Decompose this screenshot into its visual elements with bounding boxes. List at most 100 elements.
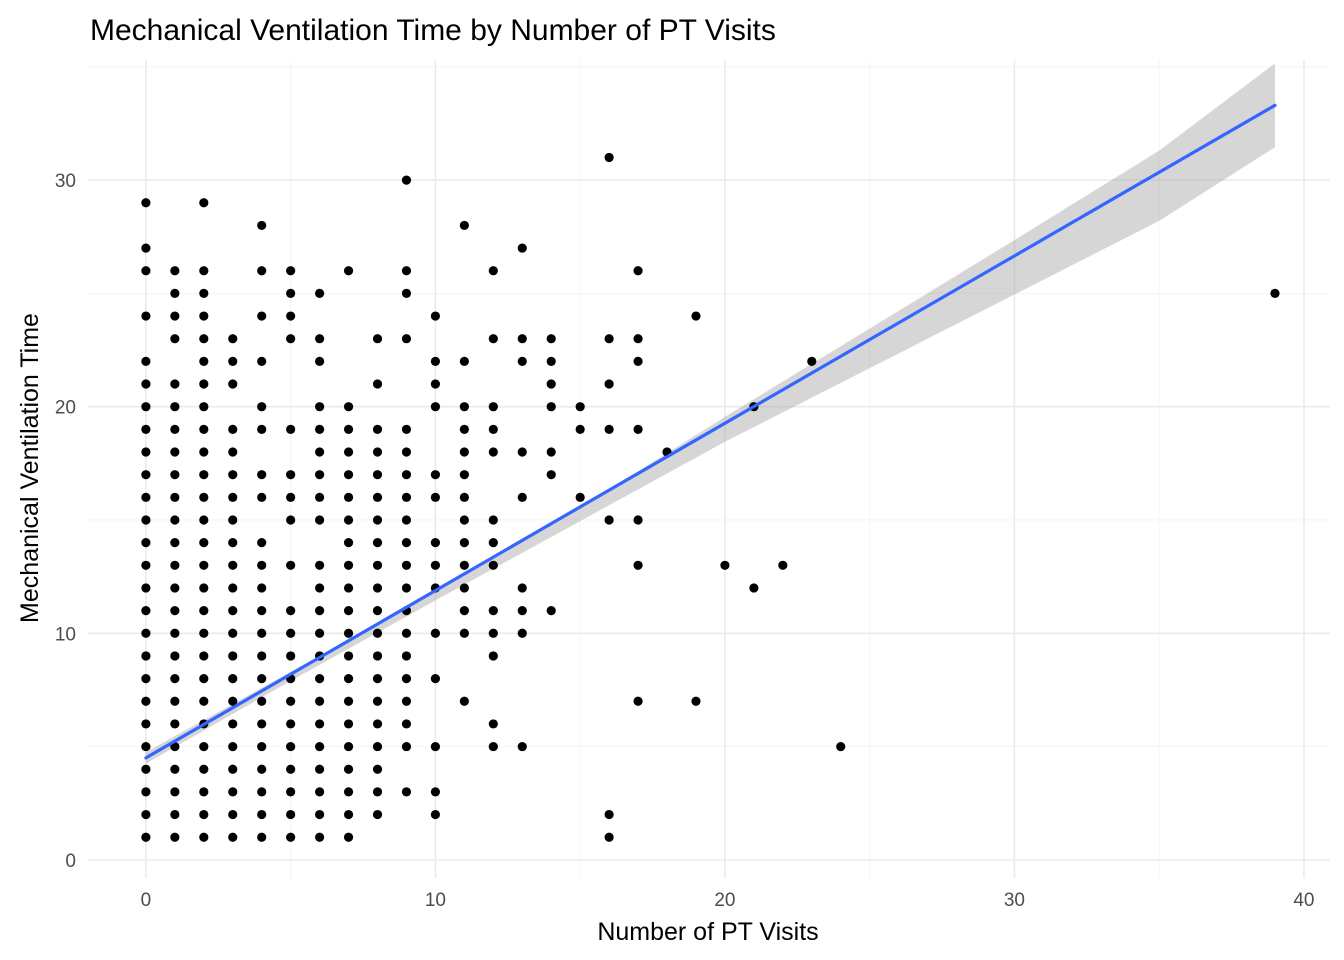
data-point bbox=[372, 538, 383, 548]
data-point bbox=[170, 379, 180, 389]
data-point bbox=[633, 424, 643, 434]
data-point bbox=[199, 741, 209, 752]
data-point bbox=[401, 787, 412, 797]
data-point bbox=[459, 424, 469, 434]
chart-title: Mechanical Ventilation Time by Number of… bbox=[90, 14, 776, 47]
data-point bbox=[604, 832, 614, 842]
data-point bbox=[199, 402, 209, 412]
data-point bbox=[343, 719, 354, 729]
data-point bbox=[343, 402, 354, 412]
data-point bbox=[430, 809, 441, 820]
data-point bbox=[343, 470, 354, 480]
data-point bbox=[546, 379, 556, 389]
x-tick-label: 10 bbox=[425, 890, 446, 911]
data-point bbox=[170, 538, 180, 548]
data-point bbox=[488, 719, 498, 729]
data-point bbox=[430, 492, 441, 502]
data-point bbox=[488, 628, 498, 638]
data-point bbox=[401, 719, 412, 729]
data-point bbox=[633, 696, 643, 706]
data-point bbox=[286, 628, 296, 638]
data-point bbox=[286, 696, 296, 706]
data-point bbox=[488, 424, 498, 434]
data-point bbox=[228, 356, 238, 366]
data-point bbox=[401, 470, 412, 480]
data-point bbox=[170, 606, 180, 616]
data-point bbox=[372, 651, 383, 661]
data-point bbox=[228, 764, 238, 774]
data-point bbox=[372, 334, 383, 344]
y-axis-ticks: 0 10 20 30 bbox=[55, 171, 76, 872]
data-point bbox=[257, 424, 267, 434]
data-point bbox=[401, 288, 412, 298]
data-point bbox=[199, 583, 209, 593]
data-point bbox=[401, 515, 412, 525]
data-point bbox=[286, 311, 296, 321]
data-point bbox=[488, 515, 498, 525]
data-point bbox=[286, 334, 296, 344]
data-point bbox=[372, 515, 383, 525]
data-point bbox=[170, 402, 180, 412]
data-point bbox=[372, 764, 383, 774]
data-point bbox=[170, 492, 180, 502]
data-point bbox=[459, 696, 469, 706]
data-point bbox=[228, 492, 238, 502]
data-point bbox=[170, 583, 180, 593]
x-tick-label: 0 bbox=[141, 890, 152, 911]
data-point bbox=[141, 673, 151, 684]
data-point bbox=[141, 583, 151, 593]
x-tick-label: 20 bbox=[714, 890, 735, 911]
x-axis-label: Number of PT Visits bbox=[597, 918, 818, 946]
data-point bbox=[286, 832, 296, 842]
data-point bbox=[257, 220, 267, 231]
data-point bbox=[517, 356, 527, 366]
data-point bbox=[315, 764, 325, 774]
data-point bbox=[459, 356, 469, 366]
data-point bbox=[633, 560, 643, 570]
data-point bbox=[141, 266, 151, 276]
data-point bbox=[286, 266, 296, 276]
data-point bbox=[286, 606, 296, 616]
data-point bbox=[459, 560, 469, 570]
data-point bbox=[228, 334, 238, 344]
data-point bbox=[575, 402, 585, 412]
x-tick-label: 30 bbox=[1004, 890, 1025, 911]
data-point bbox=[257, 832, 267, 842]
x-tick-label: 40 bbox=[1293, 890, 1314, 911]
data-point bbox=[228, 787, 238, 797]
data-point bbox=[199, 832, 209, 842]
data-point bbox=[286, 741, 296, 752]
y-tick-label: 0 bbox=[65, 851, 76, 872]
data-point bbox=[343, 787, 354, 797]
data-point bbox=[228, 606, 238, 616]
data-point bbox=[286, 288, 296, 298]
data-point bbox=[199, 538, 209, 548]
data-point bbox=[228, 673, 238, 684]
data-point bbox=[257, 560, 267, 570]
data-point bbox=[546, 606, 556, 616]
x-axis-ticks: 0 10 20 30 40 bbox=[141, 890, 1315, 911]
data-point bbox=[401, 538, 412, 548]
data-point bbox=[199, 198, 209, 208]
data-point bbox=[141, 492, 151, 502]
data-point bbox=[286, 651, 296, 661]
data-point bbox=[315, 787, 325, 797]
data-point bbox=[257, 787, 267, 797]
data-point bbox=[604, 515, 614, 525]
y-tick-label: 10 bbox=[55, 624, 76, 645]
data-point bbox=[401, 492, 412, 502]
data-point bbox=[343, 832, 354, 842]
data-point bbox=[517, 447, 527, 457]
data-point bbox=[199, 696, 209, 706]
data-point bbox=[1270, 288, 1280, 298]
data-point bbox=[488, 447, 498, 457]
data-point bbox=[228, 515, 238, 525]
data-point bbox=[170, 311, 180, 321]
data-point bbox=[459, 470, 469, 480]
data-point bbox=[228, 628, 238, 638]
data-point bbox=[546, 470, 556, 480]
data-point bbox=[141, 515, 151, 525]
data-point bbox=[257, 628, 267, 638]
data-point bbox=[430, 402, 441, 412]
